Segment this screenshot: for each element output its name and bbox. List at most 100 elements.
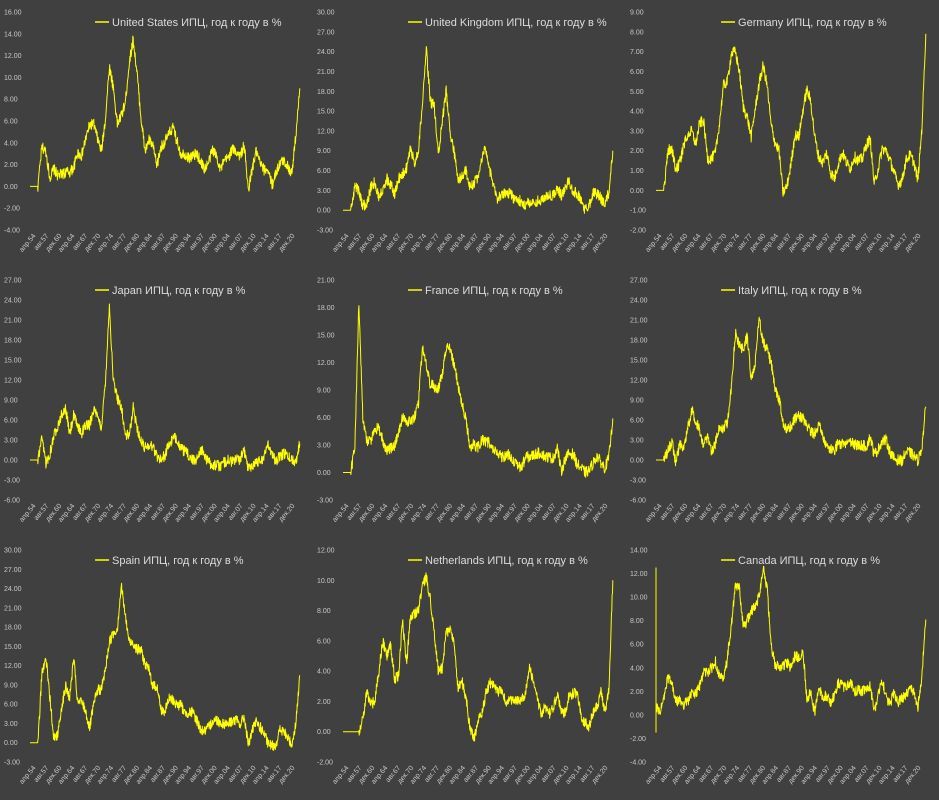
y-tick-label: 3.00 <box>4 438 18 445</box>
x-tick-label: апр.54 <box>644 233 663 254</box>
y-tick-label: 21.00 <box>317 278 335 285</box>
chart-svg: 30.00 27.00 24.00 21.00 18.00 15.00 12.00 9.00 6… <box>317 10 614 254</box>
y-tick-label: 4.00 <box>317 669 331 676</box>
y-tick-label: 6.00 <box>317 168 331 175</box>
y-tick-label: 1.00 <box>630 168 644 175</box>
chart-united-kingdom: 30.00 27.00 24.00 21.00 18.00 15.00 12.00 9.00 6… <box>313 0 626 268</box>
y-tick-label: 30.00 <box>317 10 335 17</box>
series-line-germany <box>655 33 927 197</box>
y-tick-label: 12.00 <box>317 360 335 367</box>
y-tick-label: 12.00 <box>317 128 335 135</box>
y-tick-label: -6.00 <box>630 498 646 505</box>
x-tick-label: апр.54 <box>644 503 663 524</box>
y-tick-label: 6.00 <box>630 69 644 76</box>
chart-svg: 21.00 18.00 15.00 12.00 9.00 6.00 3.00 0.00 -3.0… <box>317 278 614 524</box>
series-line-spain <box>29 582 301 751</box>
y-tick-label: 7.00 <box>630 49 644 56</box>
y-tick-label: 12.00 <box>4 378 22 385</box>
y-tick-label: 16.00 <box>4 10 22 17</box>
y-tick-label: 18.00 <box>317 89 335 96</box>
y-tick-label: 15.00 <box>317 333 335 340</box>
y-tick-label: -4.00 <box>4 228 20 235</box>
y-tick-label: -6.00 <box>4 498 20 505</box>
chart-svg: 12.00 10.00 8.00 6.00 4.00 2.00 0.00 -2.00апр.5… <box>317 548 614 786</box>
y-tick-label: 15.00 <box>4 644 22 651</box>
y-tick-label: 9.00 <box>4 682 18 689</box>
y-tick-label: 0.00 <box>630 712 644 719</box>
x-tick-label: апр.54 <box>18 233 37 254</box>
y-tick-label: 0.00 <box>4 184 18 191</box>
y-tick-label: 15.00 <box>4 358 22 365</box>
y-tick-label: 24.00 <box>4 586 22 593</box>
y-tick-label: 12.00 <box>4 663 22 670</box>
y-tick-label: 6.00 <box>4 702 18 709</box>
y-tick-label: 12.00 <box>630 571 648 578</box>
y-tick-label: 18.00 <box>317 305 335 312</box>
y-tick-label: -3.00 <box>630 478 646 485</box>
y-tick-label: 4.00 <box>630 109 644 116</box>
y-tick-label: 12.00 <box>4 53 22 60</box>
y-tick-label: 6.00 <box>317 638 331 645</box>
y-tick-label: 0.00 <box>630 458 644 465</box>
y-tick-label: -3.00 <box>4 760 20 767</box>
y-tick-label: -3.00 <box>4 478 20 485</box>
y-tick-label: 27.00 <box>4 278 22 285</box>
chart-title: Canada ИПЦ, год к году в % <box>738 555 880 567</box>
y-tick-label: -3.00 <box>317 228 333 235</box>
y-tick-label: 3.00 <box>317 443 331 450</box>
y-tick-label: 0.00 <box>4 458 18 465</box>
y-tick-label: 2.00 <box>317 699 331 706</box>
y-tick-label: 8.00 <box>630 618 644 625</box>
y-tick-label: 3.00 <box>630 128 644 135</box>
y-tick-label: 4.00 <box>4 140 18 147</box>
y-tick-label: 6.00 <box>317 415 331 422</box>
y-tick-label: 10.00 <box>317 578 335 585</box>
y-tick-label: 2.00 <box>630 148 644 155</box>
chart-svg: 27.00 24.00 21.00 18.00 15.00 12.00 9.00 6.00 3.… <box>4 278 301 524</box>
y-tick-label: 15.00 <box>630 358 648 365</box>
x-tick-label: апр.54 <box>18 765 37 786</box>
series-line-united-states <box>29 35 301 192</box>
y-tick-label: 6.00 <box>4 418 18 425</box>
y-tick-label: 3.00 <box>317 188 331 195</box>
y-tick-label: 3.00 <box>4 721 18 728</box>
y-tick-label: 2.00 <box>630 689 644 696</box>
chart-germany: 9.00 8.00 7.00 6.00 5.00 4.00 3.00 2.00 1.00 0.00… <box>626 0 939 268</box>
y-tick-label: 8.00 <box>4 97 18 104</box>
chart-svg: 27.00 24.00 21.00 18.00 15.00 12.00 9.00 6.00 3.… <box>630 278 927 524</box>
series-line-canada <box>655 565 927 733</box>
x-tick-label: апр.54 <box>331 233 350 254</box>
y-tick-label: -2.00 <box>630 228 646 235</box>
chart-svg: 30.00 27.00 24.00 21.00 18.00 15.00 12.00 9.00 6… <box>4 548 301 786</box>
y-tick-label: 10.00 <box>4 75 22 82</box>
y-tick-label: 0.00 <box>317 729 331 736</box>
y-tick-label: 21.00 <box>4 605 22 612</box>
y-tick-label: 6.00 <box>630 642 644 649</box>
y-tick-label: 21.00 <box>630 318 648 325</box>
y-tick-label: 18.00 <box>4 625 22 632</box>
chart-canada: 14.00 12.00 10.00 8.00 6.00 4.00 2.00 0.00 -2.00… <box>626 538 939 800</box>
y-tick-label: -3.00 <box>317 498 333 505</box>
y-tick-label: -2.00 <box>317 760 333 767</box>
y-tick-label: 6.00 <box>4 119 18 126</box>
chart-svg: 14.00 12.00 10.00 8.00 6.00 4.00 2.00 0.00 -2.00… <box>630 548 927 786</box>
chart-title: Netherlands ИПЦ, год к году в % <box>425 555 588 567</box>
chart-title: United Kingdom ИПЦ, год к году в % <box>425 17 607 29</box>
y-tick-label: 27.00 <box>4 567 22 574</box>
y-tick-label: 0.00 <box>630 188 644 195</box>
y-tick-label: -1.00 <box>630 208 646 215</box>
y-tick-label: 15.00 <box>317 109 335 116</box>
series-line-united-kingdom <box>342 46 614 214</box>
y-tick-label: 9.00 <box>630 10 644 17</box>
chart-japan: 27.00 24.00 21.00 18.00 15.00 12.00 9.00 6.00 3.… <box>0 268 313 538</box>
chart-svg: 9.00 8.00 7.00 6.00 5.00 4.00 3.00 2.00 1.00 0.00… <box>630 10 927 254</box>
chart-italy: 27.00 24.00 21.00 18.00 15.00 12.00 9.00 6.00 3.… <box>626 268 939 538</box>
chart-title: France ИПЦ, год к году в % <box>425 285 563 297</box>
y-tick-label: 18.00 <box>4 338 22 345</box>
series-line-france <box>342 305 614 478</box>
y-tick-label: 14.00 <box>630 548 648 555</box>
chart-title: Italy ИПЦ, год к году в % <box>738 285 862 297</box>
series-line-japan <box>29 303 301 472</box>
y-tick-label: 0.00 <box>317 208 331 215</box>
y-tick-label: 21.00 <box>4 318 22 325</box>
